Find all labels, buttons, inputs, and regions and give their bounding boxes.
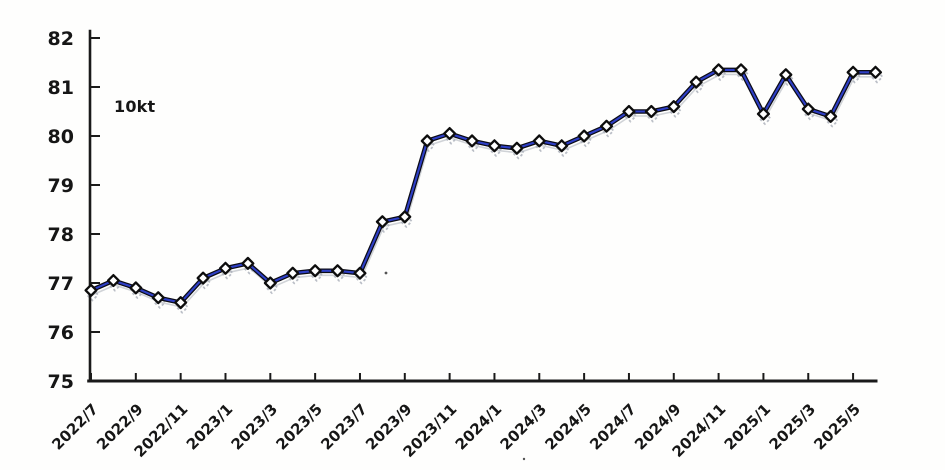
data-point-marker-2024-5 (577, 129, 591, 143)
y-tick-label: 81 (48, 77, 74, 99)
unit-label: 10kt (114, 97, 156, 116)
y-tick-label: 76 (48, 322, 74, 344)
data-point-marker-2025-3 (801, 102, 815, 116)
x-tick-label: 2025/1 (721, 400, 775, 454)
x-tick-label: 2023/3 (228, 400, 282, 454)
data-point-marker-2022-8 (106, 274, 120, 288)
scan-dot-artifact (522, 457, 526, 461)
y-tick-label: 77 (48, 273, 74, 295)
data-point-marker-2023-8 (375, 215, 389, 229)
x-axis-labels: 2022/72022/92022/112023/12023/32023/5202… (48, 400, 864, 461)
data-point-marker-2024-7 (622, 104, 636, 119)
x-tick-label: 2024/7 (586, 400, 640, 454)
y-axis-labels: 82 81 80 79 78 77 76 75 (48, 28, 74, 393)
data-point-marker-2024-6 (599, 119, 614, 133)
y-tick-label: 80 (48, 126, 74, 148)
y-tick-label: 75 (48, 371, 74, 393)
x-tick-label: 2025/3 (766, 400, 820, 454)
data-point-marker-2025-4 (824, 109, 838, 123)
data-point-marker-2024-1 (487, 139, 502, 153)
data-point-marker-2024-12 (734, 63, 748, 77)
data-point-marker-2023-1 (218, 261, 233, 275)
x-tick-label: 2023/7 (317, 400, 371, 454)
data-point-marker-2023-4 (286, 266, 300, 280)
y-tick-label: 78 (48, 224, 74, 246)
y-axis-ticks (90, 37, 100, 382)
x-tick-label: 2024/1 (452, 400, 506, 454)
data-point-marker-2023-9 (398, 210, 412, 224)
x-axis-ticks (90, 373, 855, 381)
data-point-marker-2022-9 (129, 281, 143, 295)
data-point-marker-2023-2 (241, 256, 255, 270)
data-point-marker-2024-9 (667, 100, 681, 114)
x-tick-label: 2024/3 (497, 400, 551, 454)
x-tick-label: 2023/1 (183, 400, 237, 454)
x-tick-label: 2024/5 (541, 400, 595, 454)
data-point-marker-2024-4 (555, 139, 569, 153)
data-point-marker-2025-2 (779, 68, 793, 82)
y-tick-label: 82 (48, 28, 74, 50)
data-point-marker-2022-7 (84, 283, 98, 297)
data-point-marker-2024-3 (532, 134, 546, 148)
data-point-marker-2023-6 (331, 264, 345, 278)
data-point-marker-2023-12 (465, 134, 479, 148)
data-point-marker-2025-6 (868, 65, 883, 79)
data-point-marker-2023-7 (353, 266, 367, 280)
scan-ghost-markers (85, 67, 884, 314)
data-point-marker-2024-10 (689, 75, 703, 89)
series-line (89, 68, 877, 304)
series-markers (84, 63, 883, 310)
x-tick-label: 2022/7 (48, 400, 102, 454)
data-point-marker-2023-5 (308, 264, 322, 278)
data-point-marker-2024-11 (712, 63, 726, 77)
data-point-marker-2023-10 (420, 134, 434, 148)
x-tick-label: 2025/5 (810, 400, 864, 454)
data-point-marker-2022-10 (151, 291, 165, 305)
scan-dot-artifact (384, 271, 388, 275)
data-point-marker-2024-8 (644, 104, 658, 119)
data-point-marker-2023-11 (443, 127, 457, 141)
data-point-marker-2024-2 (510, 141, 524, 155)
data-point-marker-2023-3 (263, 276, 277, 290)
data-point-marker-2022-11 (174, 296, 188, 310)
data-point-marker-2022-12 (196, 271, 210, 285)
y-tick-label: 79 (48, 175, 74, 197)
data-point-marker-2025-1 (756, 107, 770, 121)
data-point-marker-2025-5 (846, 65, 860, 79)
x-tick-label: 2023/5 (272, 400, 326, 454)
